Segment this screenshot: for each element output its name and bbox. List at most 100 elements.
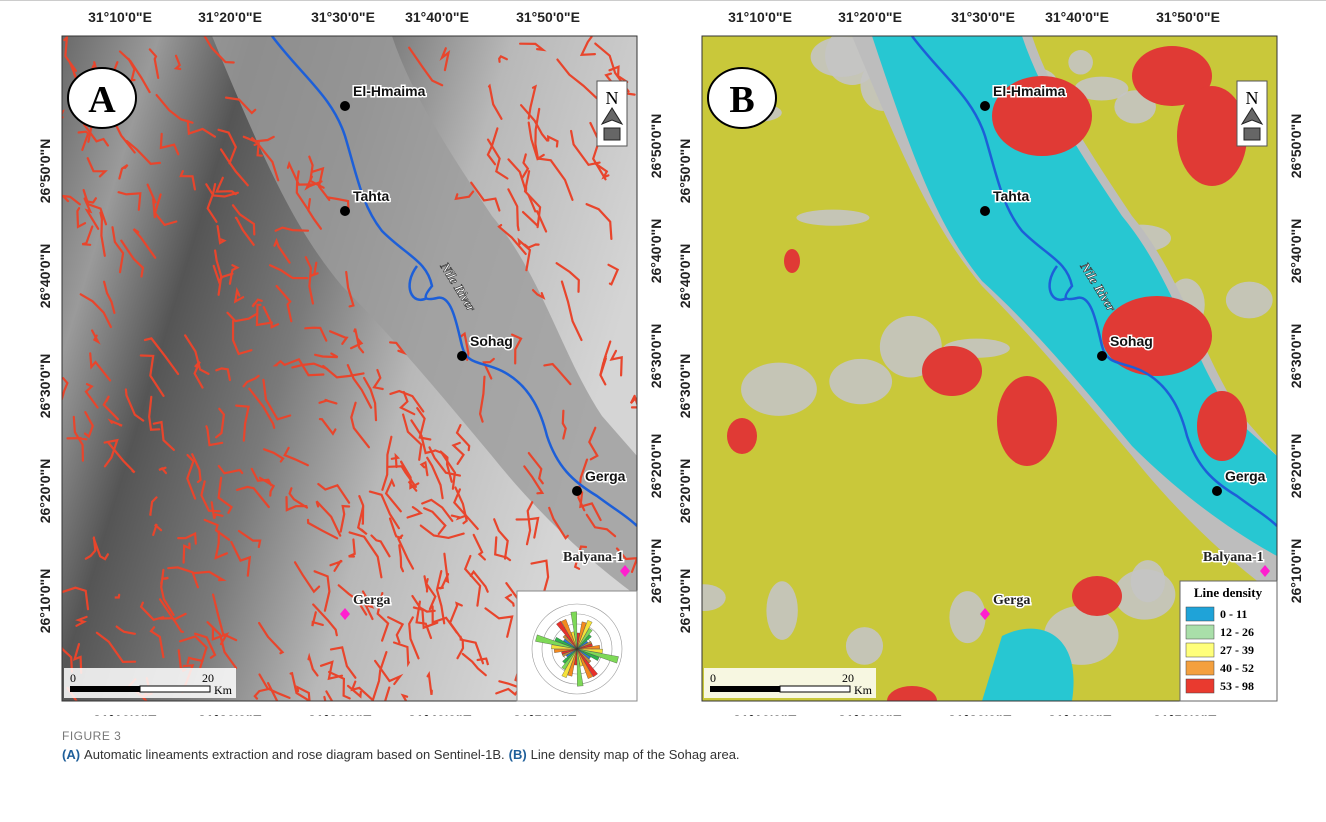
scale-white — [140, 686, 210, 692]
town-marker — [1212, 486, 1222, 496]
bottom-tick-label: 31°40'0"E — [408, 712, 472, 716]
caption-label: (A) — [62, 747, 80, 762]
top-tick-label: 31°20'0"E — [198, 9, 262, 25]
low-density-patch — [949, 591, 985, 643]
town-marker — [980, 206, 990, 216]
low-density-patch — [1068, 50, 1093, 74]
bottom-tick-label: 31°10'0"E — [733, 712, 797, 716]
high-density-patch — [727, 418, 757, 454]
bottom-tick-label: 31°10'0"E — [93, 712, 157, 716]
top-tick-label: 31°50'0"E — [516, 9, 580, 25]
high-density-patch — [922, 346, 982, 396]
top-tick-label: 31°10'0"E — [728, 9, 792, 25]
left-tick-label: 26°50'0"N — [37, 139, 53, 204]
left-tick-label: 26°30'0"N — [37, 354, 53, 419]
left-tick-label: 26°40'0"N — [677, 244, 693, 309]
place-label: Balyana-1 — [563, 550, 624, 565]
caption-label: (B) — [509, 747, 527, 762]
legend-label: 53 - 98 — [1220, 679, 1254, 693]
scale-unit: Km — [214, 683, 233, 697]
right-tick-label: 26°50'0"N — [648, 114, 664, 179]
scale-white — [780, 686, 850, 692]
right-tick-label: 26°40'0"N — [1288, 219, 1304, 284]
bottom-tick-label: 31°20'0"E — [838, 712, 902, 716]
bottom-tick-label: 31°50'0"E — [513, 712, 577, 716]
caption-part: Line density map of the Sohag area. — [531, 747, 740, 762]
panel-label: A — [88, 79, 116, 121]
legend-swatch — [1186, 625, 1214, 639]
scale-black — [710, 686, 780, 692]
page: 31°10'0"E 31°20'0"E 31°30'0"E 31°40'0"E 31°5… — [0, 0, 1326, 822]
high-density-patch — [784, 249, 800, 273]
legend-swatch — [1186, 643, 1214, 657]
left-tick-label: 26°20'0"N — [677, 459, 693, 524]
right-tick-label: 26°20'0"N — [648, 434, 664, 499]
bottom-tick-label: 31°20'0"E — [198, 712, 262, 716]
place-label: Sohag — [1110, 333, 1153, 349]
caption: FIGURE 3 (A) Automatic lineaments extract… — [62, 729, 744, 762]
scale-label: 20 — [202, 671, 214, 685]
caption-part: Automatic lineaments extraction and rose… — [84, 747, 505, 762]
top-tick-label: 31°10'0"E — [88, 9, 152, 25]
legend: Line density0 - 1112 - 2627 - 3940 - 525… — [1180, 581, 1277, 701]
legend-label: 0 - 11 — [1220, 607, 1247, 621]
town-marker — [340, 101, 350, 111]
legend-label: 27 - 39 — [1220, 643, 1254, 657]
low-density-patch — [846, 627, 883, 665]
high-density-patch — [1072, 576, 1122, 616]
low-density-patch — [1226, 282, 1273, 319]
lineament — [68, 438, 87, 439]
bottom-tick-label: 31°50'0"E — [1153, 712, 1217, 716]
legend-swatch — [1186, 661, 1214, 675]
left-tick-label: 26°50'0"N — [677, 139, 693, 204]
low-density-patch — [766, 581, 797, 640]
right-tick-label: 26°50'0"N — [1288, 114, 1304, 179]
place-label: Tahta — [353, 188, 390, 204]
bottom-tick-label: 31°40'0"E — [1048, 712, 1112, 716]
top-tick-label: 31°40'0"E — [1045, 9, 1109, 25]
place-label: Gerga — [585, 468, 626, 484]
right-tick-label: 26°10'0"N — [1288, 539, 1304, 604]
place-label: El-Hmaima — [993, 83, 1066, 99]
left-tick-label: 26°20'0"N — [37, 459, 53, 524]
legend-title: Line density — [1194, 585, 1263, 600]
scale-unit: Km — [854, 683, 873, 697]
figure-number: FIGURE 3 — [62, 729, 744, 743]
scale-label: 0 — [70, 671, 76, 685]
town-marker — [457, 351, 467, 361]
low-density-patch — [829, 359, 892, 404]
place-label: Sohag — [470, 333, 513, 349]
top-tick-label: 31°50'0"E — [1156, 9, 1220, 25]
rose-diagram — [517, 591, 637, 701]
figure: 31°10'0"E 31°20'0"E 31°30'0"E 31°40'0"E 31°5… — [0, 1, 1326, 716]
legend-swatch — [1186, 679, 1214, 693]
low-density-patch — [741, 363, 817, 416]
right-tick-label: 26°10'0"N — [648, 539, 664, 604]
place-label: El-Hmaima — [353, 83, 426, 99]
left-tick-label: 26°10'0"N — [37, 569, 53, 634]
scale-black — [70, 686, 140, 692]
north-label: N — [606, 88, 619, 108]
place-label: Gerga — [993, 593, 1030, 608]
legend-swatch — [1186, 607, 1214, 621]
town-marker — [340, 206, 350, 216]
scale-label: 0 — [710, 671, 716, 685]
place-label: Gerga — [1225, 468, 1266, 484]
map-panel: 31°10'0"E 31°20'0"E 31°30'0"E 31°40'0"E 31°5… — [677, 9, 1306, 716]
top-tick-label: 31°30'0"E — [311, 9, 375, 25]
place-label: Gerga — [353, 593, 390, 608]
high-density-patch — [1197, 391, 1247, 461]
top-tick-label: 31°30'0"E — [951, 9, 1015, 25]
right-tick-label: 26°20'0"N — [1288, 434, 1304, 499]
north-label: N — [1246, 88, 1259, 108]
high-density-patch — [997, 376, 1057, 466]
left-tick-label: 26°30'0"N — [677, 354, 693, 419]
low-density-patch — [796, 210, 869, 226]
town-marker — [572, 486, 582, 496]
right-tick-label: 26°30'0"N — [1288, 324, 1304, 389]
map-panel: 31°10'0"E 31°20'0"E 31°30'0"E 31°40'0"E 31°5… — [37, 9, 664, 716]
right-tick-label: 26°40'0"N — [648, 219, 664, 284]
right-tick-label: 26°30'0"N — [648, 324, 664, 389]
town-marker — [1097, 351, 1107, 361]
scale-label: 20 — [842, 671, 854, 685]
